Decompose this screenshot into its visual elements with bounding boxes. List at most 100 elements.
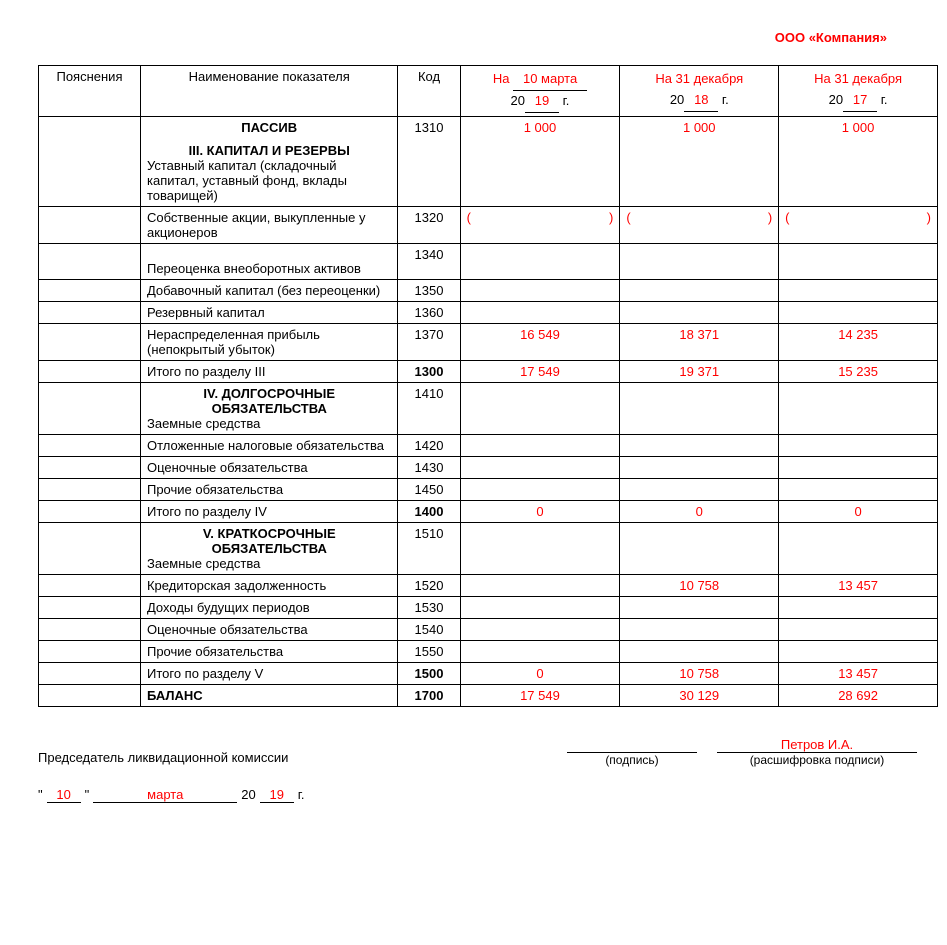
row-val2: 1 000 [620,116,779,206]
row-val2: 19 371 [620,360,779,382]
row-name: Резервный капитал [140,301,397,323]
row-val2: 0 [620,500,779,522]
table-row: V. КРАТКОСРОЧНЫЕ ОБЯЗАТЕЛЬСТВА Заемные с… [39,522,938,574]
row-code: 1360 [398,301,460,323]
row-name: Итого по разделу V [140,662,397,684]
table-row: Нераспределенная прибыль (непокрытый убы… [39,323,938,360]
row-val3: 15 235 [779,360,938,382]
row-val3: 0 [779,500,938,522]
row-code: 1500 [398,662,460,684]
balance-table: Пояснения Наименование показателя Код На… [38,65,938,707]
row-code: 1510 [398,522,460,574]
row-val1: 0 [460,662,620,684]
row-code: 1700 [398,684,460,706]
row-val2: () [620,206,779,243]
row-name: Итого по разделу IV [140,500,397,522]
sign-date-month: марта [93,787,237,803]
section-4: IV. ДОЛГОСРОЧНЫЕ ОБЯЗАТЕЛЬСТВА [147,386,391,416]
table-row: Доходы будущих периодов 1530 [39,596,938,618]
row-code: 1340 [398,243,460,279]
signature-line [567,737,697,753]
row-name: Отложенные налоговые обязательства [140,434,397,456]
table-row: IV. ДОЛГОСРОЧНЫЕ ОБЯЗАТЕЛЬСТВА Заемные с… [39,382,938,434]
header-code: Код [398,66,460,117]
row-code: 1540 [398,618,460,640]
row-code: 1410 [398,382,460,434]
row-name: Нераспределенная прибыль (непокрытый убы… [140,323,397,360]
row-val3: 28 692 [779,684,938,706]
row-val3: 13 457 [779,662,938,684]
section-3: III. КАПИТАЛ И РЕЗЕРВЫ [147,143,391,158]
row-code: 1530 [398,596,460,618]
table-row: Прочие обязательства 1450 [39,478,938,500]
company-name: ООО «Компания» [38,30,917,45]
row-name: Кредиторская задолженность [140,574,397,596]
row-val3: 13 457 [779,574,938,596]
row-val1: 17 549 [460,684,620,706]
row-val2: 10 758 [620,574,779,596]
row-val1 [460,574,620,596]
row-val3: 14 235 [779,323,938,360]
row-code: 1450 [398,478,460,500]
row-val1: 1 000 [460,116,620,206]
sign-date: " 10 " марта 20 19 г. [38,787,917,803]
header-date3: На 31 декабря 2017 г. [779,66,938,117]
table-row: Оценочные обязательства 1540 [39,618,938,640]
row-val1: () [460,206,620,243]
table-row: Собственные акции, выкупленные у акционе… [39,206,938,243]
row-name: Уставный капитал (складочный капитал, ус… [147,158,391,203]
row-code: 1310 [398,116,460,206]
row-name: Заемные средства [147,556,391,571]
table-row: БАЛАНС 1700 17 549 30 129 28 692 [39,684,938,706]
signature-row: Председатель ликвидационной комиссии (по… [38,737,917,767]
row-val2: 18 371 [620,323,779,360]
row-name: Доходы будущих периодов [140,596,397,618]
table-row: Итого по разделу V 1500 0 10 758 13 457 [39,662,938,684]
row-val2: 10 758 [620,662,779,684]
section-5: V. КРАТКОСРОЧНЫЕ ОБЯЗАТЕЛЬСТВА [147,526,391,556]
row-name: БАЛАНС [140,684,397,706]
signature-role: Председатель ликвидационной комиссии [38,750,288,767]
row-val3: () [779,206,938,243]
table-row: ПАССИВ III. КАПИТАЛ И РЕЗЕРВЫ Уставный к… [39,116,938,206]
table-row: Добавочный капитал (без переоценки) 1350 [39,279,938,301]
signature-name-caption: (расшифровка подписи) [717,753,917,767]
row-name: Оценочные обязательства [140,618,397,640]
section-passive: ПАССИВ [147,120,391,135]
table-row: Прочие обязательства 1550 [39,640,938,662]
row-code: 1520 [398,574,460,596]
row-code: 1370 [398,323,460,360]
row-name: Итого по разделу III [140,360,397,382]
header-date1: На 10 марта 2019 г. [460,66,620,117]
signature-name: Петров И.А. [717,737,917,753]
table-row: Итого по разделу III 1300 17 549 19 371 … [39,360,938,382]
row-code: 1420 [398,434,460,456]
row-val2: 30 129 [620,684,779,706]
table-row: Резервный капитал 1360 [39,301,938,323]
table-row: Оценочные обязательства 1430 [39,456,938,478]
table-row: Переоценка внеоборотных активов 1340 [39,243,938,279]
row-name: Прочие обязательства [140,478,397,500]
row-name: Добавочный капитал (без переоценки) [140,279,397,301]
sign-date-year: 19 [260,787,294,803]
header-explanations: Пояснения [39,66,141,117]
header-date2: На 31 декабря 2018 г. [620,66,779,117]
header-indicator: Наименование показателя [140,66,397,117]
row-val1: 17 549 [460,360,620,382]
row-name: Прочие обязательства [140,640,397,662]
table-row: Отложенные налоговые обязательства 1420 [39,434,938,456]
table-row: Кредиторская задолженность 1520 10 758 1… [39,574,938,596]
sign-date-day: 10 [47,787,81,803]
row-val1: 16 549 [460,323,620,360]
row-val1: 0 [460,500,620,522]
row-name: Оценочные обязательства [140,456,397,478]
row-code: 1550 [398,640,460,662]
row-name: Собственные акции, выкупленные у акционе… [140,206,397,243]
row-val3: 1 000 [779,116,938,206]
row-code: 1320 [398,206,460,243]
row-code: 1400 [398,500,460,522]
table-row: Итого по разделу IV 1400 0 0 0 [39,500,938,522]
row-name: Заемные средства [147,416,391,431]
row-code: 1430 [398,456,460,478]
signature-caption: (подпись) [567,753,697,767]
